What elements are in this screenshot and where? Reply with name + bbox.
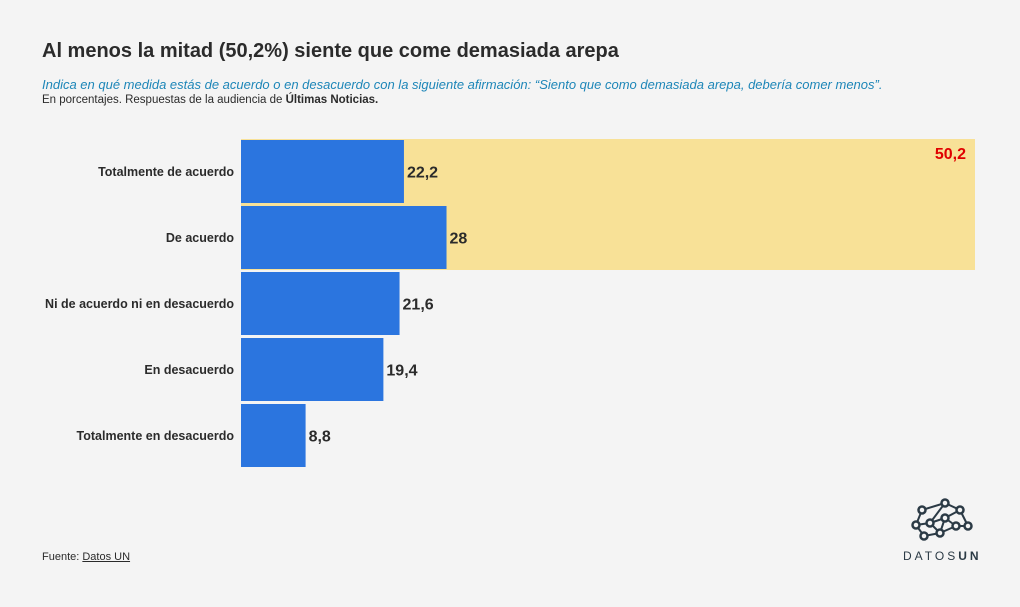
bar [241, 404, 306, 467]
category-label: De acuerdo [166, 231, 234, 245]
data-label: 22,2 [407, 165, 438, 182]
data-label: 21,6 [403, 297, 434, 314]
highlight-total-label: 50,2 [935, 146, 966, 163]
category-label: Totalmente en desacuerdo [77, 429, 235, 443]
note-outlet: Últimas Noticias. [285, 94, 379, 106]
category-label: En desacuerdo [144, 363, 234, 377]
chart-subtitle: Indica en qué medida estás de acuerdo o … [42, 77, 883, 92]
category-label: Ni de acuerdo ni en desacuerdo [45, 297, 234, 311]
bar [241, 206, 447, 269]
bar [241, 272, 400, 335]
data-label: 28 [450, 231, 468, 248]
bar [241, 140, 404, 203]
chart-title: Al menos la mitad (50,2%) siente que com… [42, 40, 619, 62]
category-label: Totalmente de acuerdo [98, 165, 234, 179]
logo-wordmark: DATOSUN [903, 549, 982, 563]
logo-text-light: DATOS [903, 549, 959, 563]
source-credit: Fuente: Datos UN [42, 551, 130, 563]
source-label: Fuente: [42, 551, 83, 563]
source-link[interactable]: Datos UN [82, 551, 131, 563]
data-label: 19,4 [386, 363, 417, 380]
chart-note: En porcentajes. Respuestas de la audienc… [42, 94, 378, 106]
datos-un-logo-icon [911, 498, 973, 541]
data-label: 8,8 [309, 429, 331, 446]
note-prefix: En porcentajes. Respuestas de la audienc… [42, 94, 286, 106]
logo-text-bold: UN [958, 549, 982, 563]
bar [241, 338, 384, 401]
